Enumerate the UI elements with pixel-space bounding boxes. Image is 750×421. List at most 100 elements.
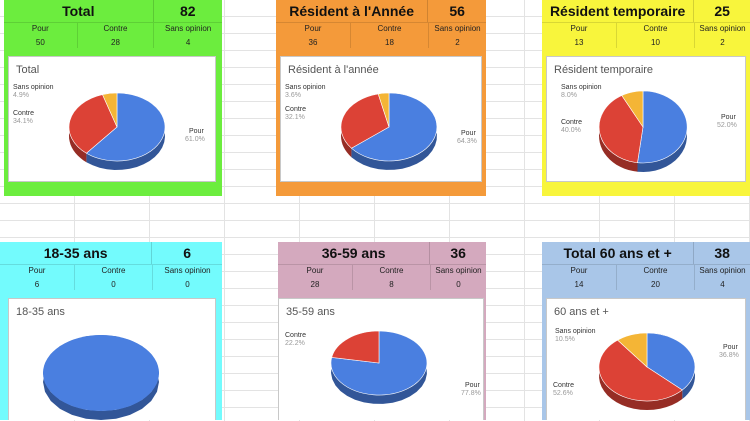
panel-resident-temporaire: Résident temporaire 25 Pour 13 Contre 10 S… [542, 0, 750, 196]
sub-label-sans-opinion[interactable]: Sans opinion [434, 24, 481, 33]
sub-label-pour[interactable]: Pour [570, 24, 588, 33]
pie-slice-side-contre [599, 340, 683, 410]
pie-slice-sans-opinion[interactable] [377, 92, 390, 128]
pie-slice-contre[interactable] [598, 339, 683, 402]
panel-36-59: 36-59 ans 36 Pour 28 Contre 8 Sans opinion… [278, 242, 486, 420]
sub-value-sans-opinion[interactable]: 0 [456, 280, 461, 289]
header-title[interactable]: Résident à l'Année [289, 3, 414, 19]
header-title[interactable]: 36-59 ans [321, 245, 386, 261]
header-title[interactable]: Résident temporaire [549, 3, 686, 19]
sub-value-contre[interactable]: 10 [651, 38, 660, 47]
header-count[interactable]: 36 [429, 242, 486, 264]
slice-label-contre: Contre [285, 332, 306, 339]
chart-resident-temporaire[interactable]: Résident temporaire Sans opinion 8.0% Co… [546, 56, 746, 182]
pie-chart: Sans opinion 3.6% Contre 32.1% Pour 64.3… [285, 84, 477, 170]
chart-title: 35-59 ans [286, 306, 335, 318]
panel-60-plus: Total 60 ans et + 38 Pour 14 Contre 20 San… [542, 242, 750, 420]
sub-value-sans-opinion[interactable]: 2 [455, 38, 460, 47]
sub-label-sans-opinion[interactable]: Sans opinion [164, 24, 212, 33]
header-count[interactable]: 56 [427, 0, 486, 22]
pie-slice-contre[interactable] [331, 330, 380, 364]
slice-pct-contre: 22.2% [285, 340, 305, 347]
panel-total: Total 82 Pour 50 Contre 28 Sans opinion 4 T… [4, 0, 222, 196]
slice-pct-contre: 40.0% [561, 127, 581, 134]
sub-value-contre[interactable]: 20 [651, 280, 660, 289]
slice-pct-pour: 52.0% [717, 122, 737, 129]
chart-60-plus[interactable]: 60 ans et + Sans opinion 10.5% Contre 52… [546, 298, 746, 420]
sub-label-sans-opinion[interactable]: Sans opinion [435, 266, 482, 275]
header-count[interactable]: 38 [693, 242, 750, 264]
slice-label-pour: Pour [465, 382, 480, 389]
sub-label-pour[interactable]: Pour [306, 266, 324, 275]
pie-chart: Sans opinion 4.9% Contre 34.1% Pour 61.0… [13, 84, 205, 170]
sub-label-contre[interactable]: Contre [643, 24, 668, 33]
pie-slice-sans-opinion[interactable] [102, 92, 118, 128]
sub-label-contre[interactable]: Contre [377, 24, 402, 33]
sub-label-sans-opinion[interactable]: Sans opinion [164, 266, 211, 275]
slice-pct-pour: 36.8% [719, 352, 739, 359]
chart-title: 18-35 ans [16, 306, 65, 318]
header-title[interactable]: Total 60 ans et + [563, 245, 672, 261]
sub-value-sans-opinion[interactable]: 0 [185, 280, 190, 289]
header-title[interactable]: 18-35 ans [43, 245, 108, 261]
header-count[interactable]: 6 [151, 242, 222, 264]
sub-value-contre[interactable]: 0 [111, 280, 116, 289]
slice-pct-pour: 61.0% [185, 136, 205, 143]
pie-slice-pour[interactable] [646, 332, 696, 391]
pie-slice-contre[interactable] [68, 94, 118, 154]
sub-value-pour[interactable]: 6 [34, 280, 40, 289]
sub-label-pour[interactable]: Pour [28, 266, 46, 275]
sub-label-sans-opinion[interactable]: Sans opinion [699, 24, 746, 33]
sub-value-pour[interactable]: 50 [35, 38, 45, 47]
slice-pct-sans-opinion: 3.6% [285, 92, 301, 99]
slice-label-contre: Contre [561, 119, 582, 126]
sub-label-contre[interactable]: Contre [101, 266, 126, 275]
pie-slice-pour[interactable] [85, 92, 166, 162]
pie-slice-pour[interactable] [330, 330, 428, 396]
chart-36-59[interactable]: 35-59 ans Contre 22.2% Pour 77.8% [278, 298, 484, 420]
sub-value-pour[interactable]: 36 [308, 38, 318, 47]
pie-slice-contre[interactable] [598, 95, 644, 164]
chart-total[interactable]: Total Sans opinion 4.9% Contre 34.1% Pou… [8, 56, 216, 182]
sub-label-pour[interactable]: Pour [31, 24, 49, 33]
pie-slice-sans-opinion[interactable] [621, 90, 644, 128]
pie-slice-sans-opinion[interactable] [617, 332, 648, 368]
sub-value-pour[interactable]: 28 [310, 280, 320, 289]
slice-pct-contre: 52.6% [553, 390, 573, 397]
sub-value-contre[interactable]: 8 [389, 280, 394, 289]
slice-pct-sans-opinion: 10.5% [555, 336, 575, 343]
sub-label-contre[interactable]: Contre [103, 24, 128, 33]
slice-label-pour: Pour [723, 344, 738, 351]
sub-label-pour[interactable]: Pour [570, 266, 588, 275]
chart-title: Résident temporaire [554, 64, 654, 76]
slice-pct-contre: 34.1% [13, 118, 33, 125]
chart-title: Résident à l'année [288, 64, 379, 76]
sub-label-contre[interactable]: Contre [379, 266, 404, 275]
slice-label-sans-opinion: Sans opinion [561, 84, 602, 91]
sub-value-sans-opinion[interactable]: 2 [720, 38, 725, 47]
slice-pct-contre: 32.1% [285, 114, 305, 121]
pie-slice-pour[interactable] [637, 90, 688, 164]
pie-chart: Contre 22.2% Pour 77.8% [285, 330, 481, 404]
sub-label-contre[interactable]: Contre [643, 266, 668, 275]
sub-value-pour[interactable]: 13 [574, 38, 584, 47]
slice-label-sans-opinion: Sans opinion [13, 84, 54, 91]
sub-value-pour[interactable]: 14 [574, 280, 584, 289]
pie-slice-pour[interactable] [350, 92, 438, 162]
sub-label-pour[interactable]: Pour [304, 24, 322, 33]
pie-slice-contre[interactable] [340, 93, 390, 149]
sub-value-contre[interactable]: 18 [385, 38, 394, 47]
header-title[interactable]: Total [62, 3, 95, 19]
chart-resident-annee[interactable]: Résident à l'année Sans opinion 3.6% Con… [280, 56, 482, 182]
header-count[interactable]: 25 [693, 0, 750, 22]
pie-slice-side-pour [637, 91, 687, 172]
pie-slice-pour[interactable] [43, 335, 159, 411]
chart-18-35[interactable]: 18-35 ans [8, 298, 216, 420]
sub-value-contre[interactable]: 28 [111, 38, 120, 47]
sub-value-sans-opinion[interactable]: 4 [185, 38, 191, 47]
header-count[interactable]: 82 [152, 0, 222, 22]
sub-value-sans-opinion[interactable]: 4 [720, 280, 725, 289]
chart-title: Total [16, 64, 40, 76]
slice-label-contre: Contre [553, 382, 574, 389]
sub-label-sans-opinion[interactable]: Sans opinion [699, 266, 746, 275]
